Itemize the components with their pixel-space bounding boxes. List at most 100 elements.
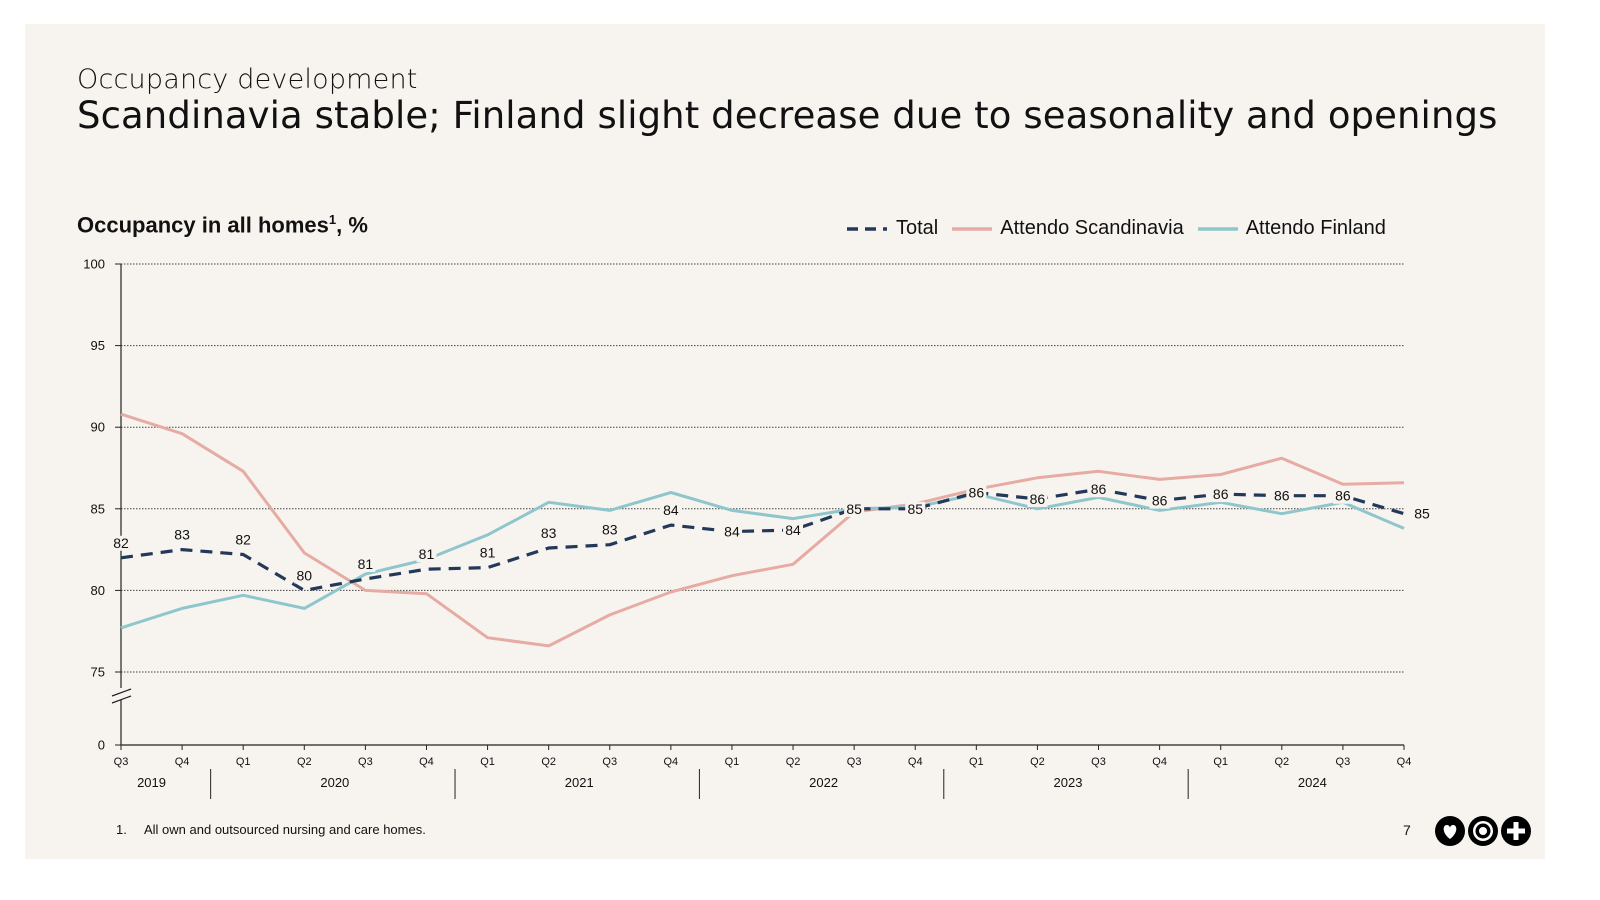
data-label-bg	[783, 523, 804, 539]
data-label-bg	[1332, 488, 1353, 504]
y-tick-label: 0	[98, 738, 105, 753]
data-label-bg	[660, 503, 681, 519]
data-label-total: 86	[1274, 488, 1290, 504]
chart-legend: Total Attendo Scandinavia Attendo Finlan…	[846, 217, 1400, 240]
x-tick-label: Q4	[664, 756, 679, 768]
legend-label-finland: Attendo Finland	[1245, 217, 1386, 239]
data-label-bg	[294, 568, 315, 584]
footnote: 1. All own and outsourced nursing and car…	[116, 822, 426, 837]
chart-title-suffix: , %	[336, 212, 368, 238]
data-label-total: 84	[785, 522, 801, 538]
slide-background	[25, 24, 1545, 859]
x-tick-label: Q1	[480, 756, 495, 768]
x-tick-label: Q4	[175, 756, 190, 768]
data-label-total: 83	[174, 527, 190, 543]
data-label-bg	[477, 545, 498, 561]
y-tick-label: 85	[91, 501, 105, 516]
year-label: 2024	[1298, 775, 1327, 790]
data-label-total: 86	[1091, 481, 1107, 497]
y-tick-label: 80	[91, 583, 105, 598]
y-tick-label: 100	[83, 257, 105, 272]
data-label-total: 81	[480, 545, 496, 561]
data-label-total: 86	[969, 484, 985, 500]
data-label-bg	[1088, 482, 1109, 498]
x-tick-label: Q3	[1336, 756, 1351, 768]
legend-swatch-finland	[1197, 226, 1238, 231]
x-tick-label: Q3	[358, 756, 373, 768]
page-number: 7	[1403, 822, 1411, 838]
y-tick-label: 90	[91, 420, 105, 435]
data-label-total: 84	[724, 524, 740, 540]
x-tick-label: Q4	[1397, 756, 1412, 768]
data-label-bg	[1210, 487, 1231, 503]
legend-item-scandinavia: Attendo Scandinavia	[952, 217, 1184, 240]
y-tick-label: 95	[91, 338, 105, 353]
series-line-total	[120, 487, 1405, 593]
data-label-total: 81	[419, 546, 435, 562]
legend-label-total: Total	[896, 217, 939, 239]
data-label-total: 82	[235, 531, 251, 547]
year-label: 2021	[565, 775, 594, 790]
footnote-number: 1.	[116, 822, 127, 837]
series-line-finland	[120, 491, 1405, 630]
data-label-total: 81	[358, 556, 374, 572]
legend-label-scandinavia: Attendo Scandinavia	[1000, 217, 1184, 239]
data-label-total: 85	[907, 501, 923, 517]
x-tick-label: Q3	[602, 756, 617, 768]
data-label-total: 85	[846, 501, 862, 517]
x-tick-label: Q1	[969, 756, 984, 768]
data-label-total: 83	[602, 522, 618, 538]
data-label-bg	[1149, 493, 1170, 509]
chart-title-text: Occupancy in all homes	[77, 212, 329, 238]
data-label-bg	[1412, 506, 1432, 522]
data-label-total: 86	[1213, 486, 1229, 502]
brand-logo	[1435, 816, 1531, 846]
legend-item-finland: Attendo Finland	[1197, 217, 1386, 240]
x-tick-label: Q4	[419, 756, 434, 768]
chart-title-footnote-ref: 1	[328, 212, 337, 227]
data-label-total: 86	[1335, 488, 1351, 504]
legend-item-total: Total	[846, 217, 938, 240]
data-label-bg	[172, 527, 193, 543]
data-label-bg	[599, 522, 620, 538]
data-label-bg	[721, 524, 742, 540]
footnote-text: All own and outsourced nursing and care …	[144, 822, 426, 837]
series-line-scandinavia	[120, 412, 1405, 648]
data-label-bg	[355, 556, 376, 572]
slide-headline: Scandinavia stable; Finland slight decre…	[77, 94, 1498, 137]
axis-break-mark	[111, 695, 132, 704]
data-label-total: 80	[296, 567, 312, 583]
data-label-bg	[111, 535, 131, 551]
data-label-bg	[538, 525, 559, 541]
data-label-bg	[844, 501, 865, 517]
heart-icon	[1435, 816, 1465, 846]
data-label-bg	[1027, 492, 1048, 508]
data-label-bg	[905, 501, 926, 517]
plus-icon	[1501, 816, 1531, 846]
x-tick-label: Q1	[1213, 756, 1228, 768]
x-tick-label: Q2	[1030, 756, 1045, 768]
data-label-bg	[966, 485, 987, 501]
data-label-total: 82	[113, 535, 129, 551]
data-label-total: 86	[1030, 491, 1046, 507]
y-tick-label: 75	[91, 665, 105, 680]
year-label: 2022	[809, 775, 838, 790]
year-label: 2019	[137, 775, 166, 790]
data-label-bg	[1271, 488, 1292, 504]
data-label-bg	[233, 532, 254, 548]
x-tick-label: Q4	[908, 756, 923, 768]
legend-swatch-scandinavia	[952, 226, 993, 231]
axis-break-mark	[111, 688, 132, 697]
target-icon	[1468, 816, 1498, 846]
slide-kicker: Occupancy development	[77, 64, 418, 95]
x-tick-label: Q2	[786, 756, 801, 768]
x-tick-label: Q3	[1091, 756, 1106, 768]
x-tick-label: Q3	[847, 756, 862, 768]
x-tick-label: Q2	[1274, 756, 1289, 768]
data-label-bg	[416, 547, 437, 563]
x-tick-label: Q3	[114, 756, 129, 768]
chart-title: Occupancy in all homes1, %	[77, 212, 368, 238]
x-tick-label: Q1	[236, 756, 251, 768]
data-label-total: 84	[663, 502, 679, 518]
